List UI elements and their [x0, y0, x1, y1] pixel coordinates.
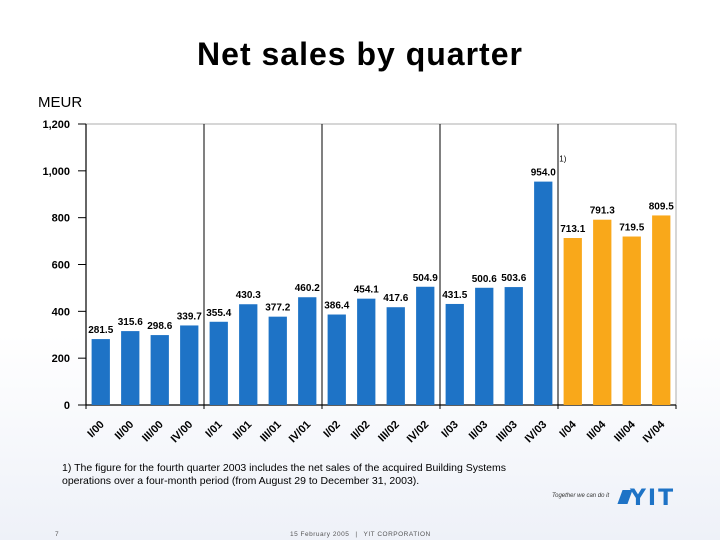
bar-I/04 [563, 238, 582, 405]
bar-IV/01 [298, 297, 317, 405]
bar-II/00 [121, 331, 140, 405]
yit-logo: YIT [630, 486, 676, 511]
chart-title: Net sales by quarter [197, 36, 523, 72]
y-axis-unit-label: MEUR [38, 94, 83, 111]
bar-III/00 [150, 335, 169, 405]
footer-company: YIT CORPORATION [363, 531, 431, 538]
value-label: 719.5 [619, 223, 644, 234]
bar-I/01 [209, 321, 228, 405]
bar-II/02 [357, 298, 376, 405]
x-tick-label: II/04 [585, 418, 609, 442]
bar-II/03 [475, 287, 494, 405]
bar-III/02 [386, 307, 405, 405]
y-tick-label: 400 [52, 306, 70, 318]
footer-info: 15 February 2005 | YIT CORPORATION [290, 531, 431, 538]
bar-II/01 [239, 304, 258, 405]
value-label: 281.5 [88, 325, 113, 336]
x-tick-label: IV/04 [641, 418, 668, 445]
value-label: 298.6 [147, 321, 172, 332]
x-tick-label: II/00 [113, 419, 137, 443]
value-label: 713.1 [560, 224, 585, 235]
footnote: 1) The figure for the fourth quarter 200… [62, 462, 506, 487]
value-label: 504.9 [413, 273, 438, 284]
value-label: 417.6 [383, 293, 408, 304]
x-tick-label: III/00 [140, 419, 166, 445]
x-tick-label: IV/00 [169, 419, 196, 446]
x-tick-label: I/01 [203, 419, 224, 440]
value-label: 503.6 [501, 273, 526, 284]
value-label: 460.2 [295, 283, 320, 294]
y-tick-label: 1,200 [42, 119, 70, 131]
tagline: Together we can do it [552, 493, 610, 499]
y-tick-label: 600 [52, 260, 70, 272]
bar-I/00 [91, 339, 110, 405]
value-label: 809.5 [649, 201, 674, 212]
bar-III/01 [268, 316, 287, 405]
bar-IV/03 [534, 181, 553, 405]
value-label: 454.1 [354, 285, 379, 296]
x-tick-label: I/04 [557, 418, 579, 440]
value-label: 355.4 [206, 308, 231, 319]
footnote-marker: 1) [559, 155, 566, 164]
x-tick-label: IV/02 [405, 419, 432, 446]
value-label: 791.3 [590, 206, 615, 217]
x-tick-label: I/00 [85, 419, 106, 440]
bar-IV/00 [180, 325, 199, 405]
y-tick-label: 800 [52, 213, 70, 225]
page-number: 7 [55, 531, 59, 538]
value-label: 430.3 [236, 290, 261, 301]
value-label: 954.0 [531, 168, 556, 179]
bar-III/03 [504, 287, 523, 405]
value-label: 315.6 [118, 317, 143, 328]
x-tick-label: III/03 [494, 419, 520, 445]
x-tick-label: II/02 [349, 419, 373, 443]
y-tick-label: 200 [52, 353, 70, 365]
value-label: 500.6 [472, 274, 497, 285]
x-tick-label: III/01 [258, 419, 284, 445]
value-label: 386.4 [324, 301, 349, 312]
footer-separator: | [355, 531, 358, 538]
plot-area [85, 123, 677, 406]
x-tick-label: III/04 [612, 418, 638, 444]
value-label: 377.2 [265, 303, 290, 314]
bar-II/04 [593, 219, 612, 405]
footer-date: 15 February 2005 [290, 531, 350, 538]
x-tick-label: I/03 [439, 419, 460, 440]
bar-IV/02 [416, 286, 435, 405]
value-label: 339.7 [177, 311, 202, 322]
y-tick-label: 0 [64, 400, 70, 412]
x-tick-label: I/02 [321, 419, 342, 440]
bar-I/03 [445, 303, 464, 405]
bar-III/04 [622, 236, 641, 405]
x-tick-label: IV/01 [287, 419, 314, 446]
bar-IV/04 [652, 215, 671, 405]
x-tick-label: II/03 [467, 419, 491, 443]
value-label: 431.5 [442, 290, 467, 301]
y-tick-label: 1,000 [42, 166, 70, 178]
x-tick-label: IV/03 [523, 419, 550, 446]
bar-I/02 [327, 314, 346, 405]
x-tick-label: III/02 [376, 419, 402, 445]
x-tick-label: II/01 [231, 419, 255, 443]
